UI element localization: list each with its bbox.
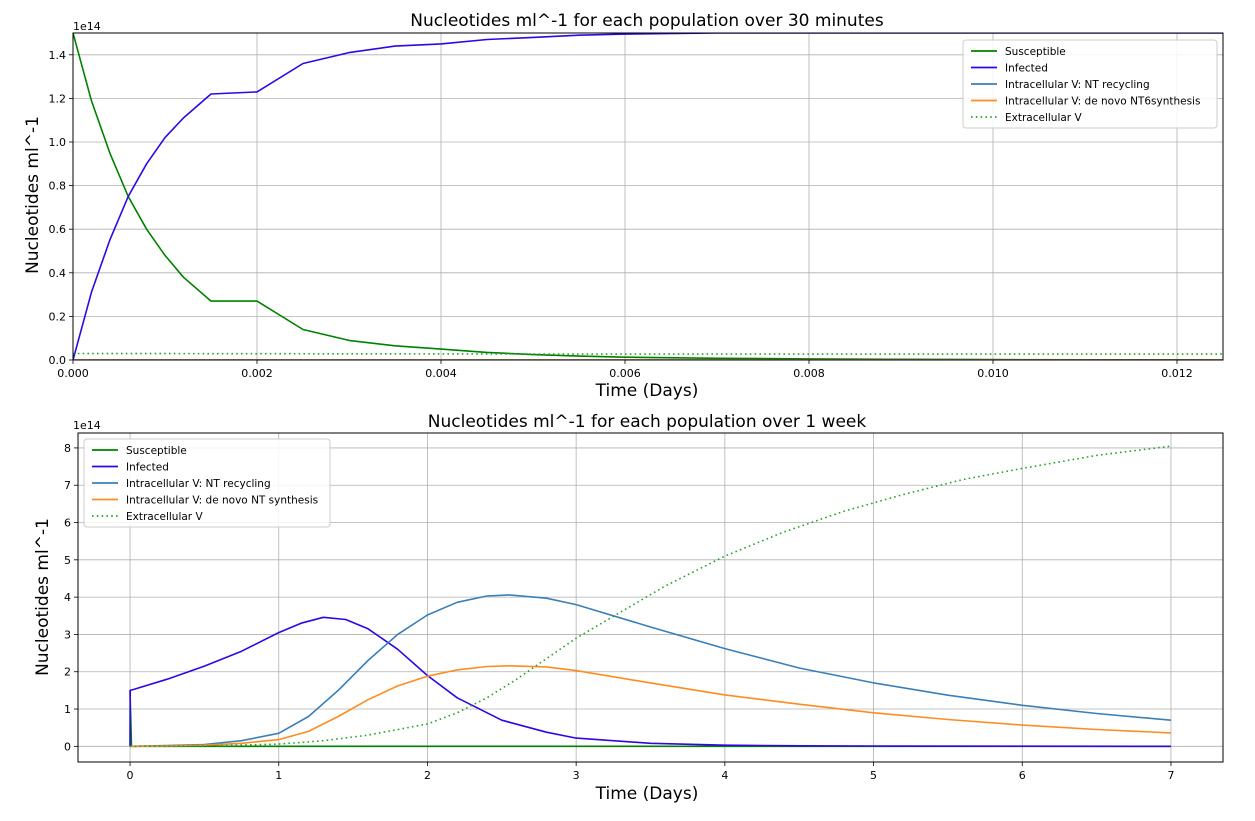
y-tick-label: 3 xyxy=(64,628,71,641)
y-tick-label: 7 xyxy=(64,479,71,492)
legend-entry: Susceptible xyxy=(126,445,187,457)
series-line-extracellular-v xyxy=(73,352,1223,355)
legend-entry: Infected xyxy=(126,462,169,474)
y-offset-text: 1e14 xyxy=(73,20,101,33)
y-tick-label: 5 xyxy=(64,554,71,567)
legend: Susceptible Infected Intracellular V: NT r… xyxy=(962,39,1218,129)
y-tick-label: 4 xyxy=(64,591,71,604)
y-axis-label: Nucleotides ml^-1 xyxy=(33,518,53,676)
legend-entry: Susceptible xyxy=(1005,46,1066,58)
series-layer xyxy=(73,33,1223,360)
chart-1-week: Nucleotides ml^-1 for each population ov… xyxy=(33,412,1224,804)
legend-entry: Infected xyxy=(1005,63,1048,75)
legend-box xyxy=(83,438,331,528)
legend: Susceptible Infected Intracellular V: NT r… xyxy=(83,438,331,528)
legend-entry: Intracellular V: de novo NT6synthesis xyxy=(1005,96,1200,108)
chart-30-minutes: Nucleotides ml^-1 for each population ov… xyxy=(23,11,1224,401)
y-tick-label: 1.4 xyxy=(49,49,67,62)
x-tick-label: 2 xyxy=(424,769,431,782)
x-tick-label: 3 xyxy=(573,769,580,782)
y-tick-label: 1 xyxy=(64,703,71,716)
chart-title: Nucleotides ml^-1 for each population ov… xyxy=(410,11,884,31)
x-tick-label: 0.004 xyxy=(425,367,457,380)
y-tick-label: 0 xyxy=(64,740,71,753)
x-tick-label: 4 xyxy=(721,769,728,782)
x-axis-label: Time (Days) xyxy=(595,381,699,401)
y-axis-label: Nucleotides ml^-1 xyxy=(23,116,43,274)
legend-entry: Intracellular V: NT recycling xyxy=(126,478,271,490)
y-tick-label: 0.2 xyxy=(49,310,67,323)
x-tick-label: 6 xyxy=(1019,769,1026,782)
series-line-infected xyxy=(73,33,1223,360)
x-tick-label: 5 xyxy=(870,769,877,782)
chart-title: Nucleotides ml^-1 for each population ov… xyxy=(428,412,867,432)
x-tick-label: 0.002 xyxy=(241,367,273,380)
plot-frame xyxy=(77,432,1224,763)
y-offset-text: 1e14 xyxy=(73,419,101,432)
x-tick-label: 0.008 xyxy=(793,367,825,380)
y-tick-label: 0.6 xyxy=(49,223,67,236)
y-tick-label: 6 xyxy=(64,517,71,530)
y-tick-label: 8 xyxy=(64,442,71,455)
y-tick-label: 0.8 xyxy=(49,180,67,193)
legend-entry: Intracellular V: NT recycling xyxy=(1005,79,1150,91)
y-tick-label: 2 xyxy=(64,666,71,679)
y-tick-label: 1.2 xyxy=(49,92,67,105)
y-tick-label: 0.4 xyxy=(49,267,67,280)
series-line-infected xyxy=(129,616,1172,748)
x-axis-label: Time (Days) xyxy=(595,784,699,804)
x-tick-label: 1 xyxy=(275,769,282,782)
x-tick-label: 0.012 xyxy=(1161,367,1193,380)
series-line-extracellular-v xyxy=(129,445,1172,748)
legend-entry: Intracellular V: de novo NT synthesis xyxy=(126,495,318,507)
x-tick-label: 7 xyxy=(1167,769,1174,782)
series-layer xyxy=(129,445,1172,748)
ticks: 0 1 2 3 4 5 6 7 0 1 2 3 4 5 6 7 8 xyxy=(64,442,1174,782)
plot-frame xyxy=(72,32,1224,361)
legend-entry: Extracellular V xyxy=(126,511,203,523)
series-line-intracellular-v-de-novo-nt-synthesis xyxy=(129,664,1172,748)
grid xyxy=(78,433,1223,762)
x-tick-label: 0.010 xyxy=(977,367,1009,380)
legend-box xyxy=(962,39,1218,129)
y-tick-label: 1.0 xyxy=(49,136,67,149)
ticks: 0.000 0.002 0.004 0.006 0.008 0.010 0.012 0.0 0.… xyxy=(49,49,1193,380)
legend-entry: Extracellular V xyxy=(1005,112,1082,124)
y-tick-label: 0.0 xyxy=(49,354,67,367)
x-tick-label: 0 xyxy=(127,769,134,782)
x-tick-label: 0.006 xyxy=(609,367,641,380)
x-tick-label: 0.000 xyxy=(57,367,89,380)
series-line-intracellular-v-nt-recycling xyxy=(129,594,1172,748)
